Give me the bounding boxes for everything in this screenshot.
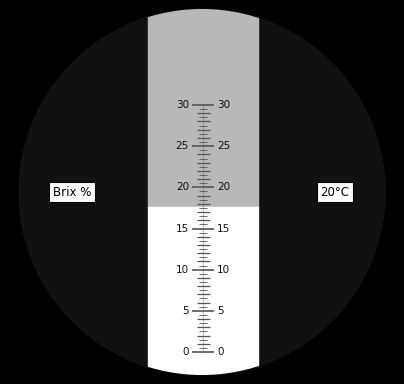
Text: Brix %: Brix % [53, 185, 91, 199]
Text: 0: 0 [183, 347, 189, 357]
Text: 15: 15 [176, 223, 189, 233]
Text: 0: 0 [217, 347, 223, 357]
Text: 10: 10 [176, 265, 189, 275]
Text: 5: 5 [182, 306, 189, 316]
Text: 15: 15 [217, 223, 230, 233]
Text: 20: 20 [217, 182, 230, 192]
Text: 20°C: 20°C [320, 185, 349, 199]
Text: 5: 5 [217, 306, 224, 316]
Bar [148, 0, 258, 207]
Text: 30: 30 [217, 100, 230, 110]
Text: 20: 20 [176, 182, 189, 192]
Text: Field of View: Field of View [22, 354, 112, 366]
Text: 30: 30 [176, 100, 189, 110]
Bar [148, 207, 258, 384]
Text: 25: 25 [176, 141, 189, 151]
Circle shape [19, 9, 385, 375]
Text: 10: 10 [217, 265, 230, 275]
Text: 25: 25 [217, 141, 230, 151]
